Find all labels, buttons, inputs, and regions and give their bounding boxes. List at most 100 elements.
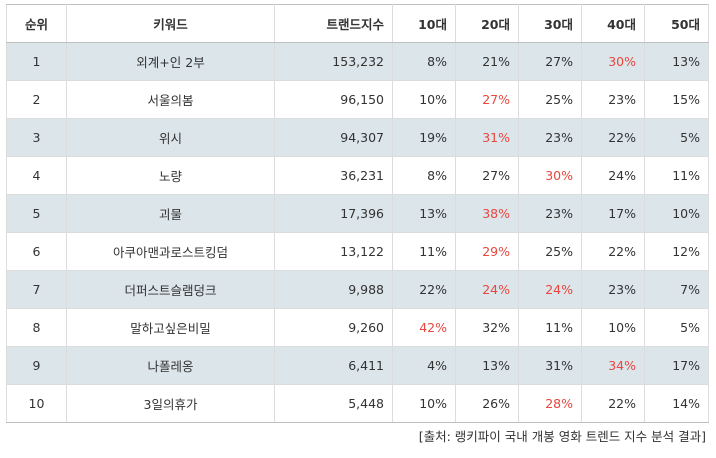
cell-age-30s: 27% xyxy=(518,42,582,81)
cell-trend-index: 153,232 xyxy=(274,42,393,81)
table-row: 7 더퍼스트슬램덩크 9,988 22% 24% 24% 23% 7% xyxy=(6,270,709,309)
cell-keyword: 나폴레옹 xyxy=(66,346,275,385)
cell-age-30s: 23% xyxy=(518,118,582,157)
trend-table-container: 순위 키워드 트랜드지수 10대 20대 30대 40대 50대 1 외계+인 2… xyxy=(6,4,709,423)
cell-rank: 3 xyxy=(6,118,67,157)
table-header: 순위 키워드 트랜드지수 10대 20대 30대 40대 50대 xyxy=(6,4,709,43)
cell-age-20s: 26% xyxy=(455,384,519,423)
cell-age-10s: 8% xyxy=(392,42,456,81)
cell-age-30s: 11% xyxy=(518,308,582,347)
cell-age-10s: 10% xyxy=(392,384,456,423)
cell-age-10s: 42% xyxy=(392,308,456,347)
cell-keyword: 3일의휴가 xyxy=(66,384,275,423)
cell-age-40s: 22% xyxy=(581,384,645,423)
cell-keyword: 괴물 xyxy=(66,194,275,233)
header-rank: 순위 xyxy=(6,4,67,43)
cell-keyword: 아쿠아맨과로스트킹덤 xyxy=(66,232,275,271)
cell-age-30s: 31% xyxy=(518,346,582,385)
cell-rank: 5 xyxy=(6,194,67,233)
table-row: 4 노량 36,231 8% 27% 30% 24% 11% xyxy=(6,156,709,195)
cell-age-40s: 10% xyxy=(581,308,645,347)
cell-age-50s: 15% xyxy=(644,80,709,119)
header-age-40s: 40대 xyxy=(581,4,645,43)
cell-rank: 1 xyxy=(6,42,67,81)
table-row: 10 3일의휴가 5,448 10% 26% 28% 22% 14% xyxy=(6,384,709,423)
cell-keyword: 외계+인 2부 xyxy=(66,42,275,81)
cell-rank: 9 xyxy=(6,346,67,385)
cell-age-20s: 21% xyxy=(455,42,519,81)
cell-rank: 6 xyxy=(6,232,67,271)
cell-age-20s: 29% xyxy=(455,232,519,271)
cell-keyword: 더퍼스트슬램덩크 xyxy=(66,270,275,309)
cell-age-10s: 22% xyxy=(392,270,456,309)
header-age-50s: 50대 xyxy=(644,4,709,43)
header-age-30s: 30대 xyxy=(518,4,582,43)
cell-age-40s: 34% xyxy=(581,346,645,385)
cell-trend-index: 9,260 xyxy=(274,308,393,347)
cell-age-50s: 10% xyxy=(644,194,709,233)
cell-trend-index: 96,150 xyxy=(274,80,393,119)
cell-age-50s: 14% xyxy=(644,384,709,423)
cell-age-40s: 17% xyxy=(581,194,645,233)
cell-age-10s: 13% xyxy=(392,194,456,233)
movie-trend-table: 순위 키워드 트랜드지수 10대 20대 30대 40대 50대 1 외계+인 2… xyxy=(6,4,709,423)
cell-age-10s: 19% xyxy=(392,118,456,157)
cell-trend-index: 13,122 xyxy=(274,232,393,271)
cell-keyword: 말하고싶은비밀 xyxy=(66,308,275,347)
table-row: 5 괴물 17,396 13% 38% 23% 17% 10% xyxy=(6,194,709,233)
cell-age-40s: 30% xyxy=(581,42,645,81)
cell-trend-index: 9,988 xyxy=(274,270,393,309)
table-row: 6 아쿠아맨과로스트킹덤 13,122 11% 29% 25% 22% 12% xyxy=(6,232,709,271)
cell-age-40s: 24% xyxy=(581,156,645,195)
cell-age-50s: 11% xyxy=(644,156,709,195)
cell-age-50s: 17% xyxy=(644,346,709,385)
cell-age-10s: 4% xyxy=(392,346,456,385)
cell-age-20s: 32% xyxy=(455,308,519,347)
table-row: 2 서울의봄 96,150 10% 27% 25% 23% 15% xyxy=(6,80,709,119)
cell-age-50s: 5% xyxy=(644,308,709,347)
table-row: 3 위시 94,307 19% 31% 23% 22% 5% xyxy=(6,118,709,157)
cell-trend-index: 94,307 xyxy=(274,118,393,157)
cell-age-50s: 7% xyxy=(644,270,709,309)
header-trend-index: 트랜드지수 xyxy=(274,4,393,43)
cell-age-40s: 23% xyxy=(581,80,645,119)
cell-rank: 10 xyxy=(6,384,67,423)
cell-age-30s: 24% xyxy=(518,270,582,309)
cell-age-20s: 13% xyxy=(455,346,519,385)
cell-age-50s: 5% xyxy=(644,118,709,157)
cell-age-20s: 27% xyxy=(455,156,519,195)
cell-age-40s: 22% xyxy=(581,118,645,157)
cell-age-50s: 13% xyxy=(644,42,709,81)
cell-age-30s: 30% xyxy=(518,156,582,195)
cell-trend-index: 17,396 xyxy=(274,194,393,233)
cell-age-10s: 10% xyxy=(392,80,456,119)
cell-trend-index: 6,411 xyxy=(274,346,393,385)
cell-age-30s: 25% xyxy=(518,80,582,119)
cell-age-20s: 31% xyxy=(455,118,519,157)
cell-keyword: 서울의봄 xyxy=(66,80,275,119)
header-keyword: 키워드 xyxy=(66,4,275,43)
cell-age-50s: 12% xyxy=(644,232,709,271)
header-row: 순위 키워드 트랜드지수 10대 20대 30대 40대 50대 xyxy=(6,4,709,43)
cell-age-40s: 22% xyxy=(581,232,645,271)
source-caption: [출처: 랭키파이 국내 개봉 영화 트렌드 지수 분석 결과] xyxy=(418,429,706,444)
cell-age-10s: 8% xyxy=(392,156,456,195)
cell-age-40s: 23% xyxy=(581,270,645,309)
cell-age-30s: 25% xyxy=(518,232,582,271)
table-row: 9 나폴레옹 6,411 4% 13% 31% 34% 17% xyxy=(6,346,709,385)
cell-keyword: 위시 xyxy=(66,118,275,157)
table-row: 8 말하고싶은비밀 9,260 42% 32% 11% 10% 5% xyxy=(6,308,709,347)
cell-rank: 4 xyxy=(6,156,67,195)
cell-rank: 7 xyxy=(6,270,67,309)
header-age-10s: 10대 xyxy=(392,4,456,43)
cell-age-10s: 11% xyxy=(392,232,456,271)
cell-age-30s: 28% xyxy=(518,384,582,423)
cell-trend-index: 5,448 xyxy=(274,384,393,423)
cell-rank: 8 xyxy=(6,308,67,347)
header-age-20s: 20대 xyxy=(455,4,519,43)
cell-age-20s: 27% xyxy=(455,80,519,119)
cell-age-20s: 38% xyxy=(455,194,519,233)
cell-rank: 2 xyxy=(6,80,67,119)
cell-age-20s: 24% xyxy=(455,270,519,309)
table-body: 1 외계+인 2부 153,232 8% 21% 27% 30% 13% 2 서울의봄 96,150… xyxy=(6,42,709,423)
